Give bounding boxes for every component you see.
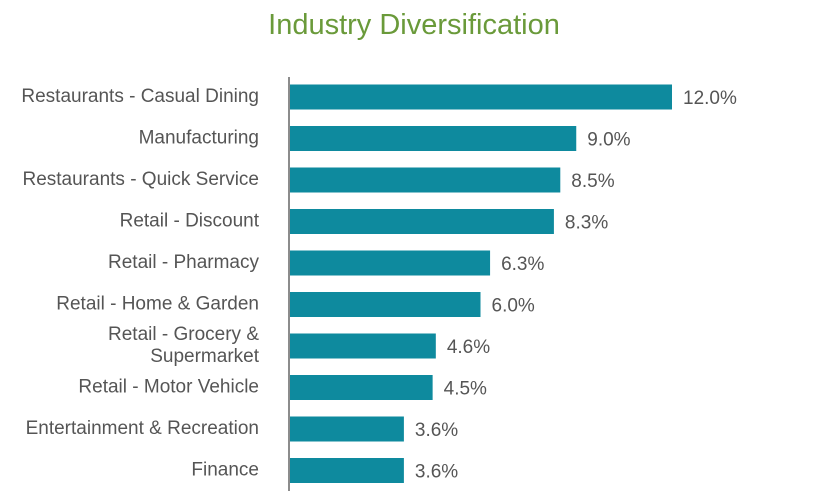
category-labels: Restaurants - Casual Dining Manufacturing… [21, 86, 259, 481]
category-label: Retail - Motor Vehicle [78, 377, 259, 398]
value-labels: 12.0% 9.0% 8.5% 8.3% 6.3% 6.0%4.6% 4.5% 3.6% 3.6… [415, 88, 737, 483]
category-label: Retail - Discount [120, 211, 260, 232]
category-label: Restaurants - Quick Service [22, 169, 259, 190]
bar [289, 458, 404, 483]
bar [289, 416, 404, 442]
value-label: 3.6% [415, 462, 458, 483]
value-label: 3.6% [415, 420, 458, 441]
value-label: 8.5% [571, 171, 614, 192]
category-label-line: Supermarket [150, 346, 259, 367]
category-label-line: Manufacturing [139, 128, 259, 149]
category-label: Finance [191, 460, 259, 481]
category-label: Restaurants - Casual Dining [21, 86, 259, 107]
category-label-line: Retail - Discount [120, 211, 260, 232]
category-label-line: Retail - Pharmacy [108, 252, 259, 273]
value-label: 9.0% [587, 130, 630, 151]
bar [289, 167, 561, 193]
value-label: 4.5% [444, 379, 487, 400]
category-label: Manufacturing [139, 128, 259, 149]
bar [289, 126, 577, 151]
category-label-line: Retail - Motor Vehicle [78, 377, 259, 398]
value-label: 4.6% [447, 337, 490, 358]
category-label-line: Restaurants - Casual Dining [21, 86, 259, 107]
chart-title: Industry Diversification [268, 9, 560, 41]
value-label: 8.3% [565, 213, 608, 234]
bar [289, 84, 672, 110]
category-label-line: Restaurants - Quick Service [22, 169, 259, 190]
bar [289, 209, 554, 234]
category-label: Retail - Home & Garden [56, 294, 259, 315]
value-label: 12.0% [683, 88, 737, 109]
category-label-line: Entertainment & Recreation [26, 418, 259, 439]
bar [289, 292, 481, 317]
category-label: Retail - Pharmacy [108, 252, 259, 273]
value-label: 6.0% [492, 296, 535, 317]
category-label: Retail - Grocery & Supermarket [108, 324, 260, 367]
category-label: Entertainment & Recreation [26, 418, 259, 439]
bars-group [289, 84, 672, 483]
category-label-line: Finance [191, 460, 259, 481]
category-label-line: Retail - Grocery & [108, 324, 259, 345]
category-label-line: Retail - Home & Garden [56, 294, 259, 315]
bar [289, 375, 433, 400]
value-label: 6.3% [501, 254, 544, 275]
bar [289, 333, 436, 359]
bar [289, 250, 491, 276]
